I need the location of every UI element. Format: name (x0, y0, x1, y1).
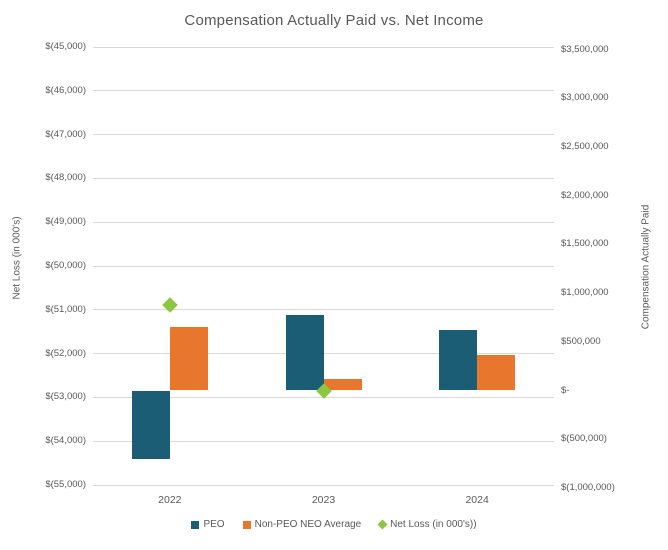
right-axis-tick-label: $1,000,000 (561, 287, 609, 299)
left-axis-tick-label: $(47,000) (45, 128, 86, 140)
right-axis-tick-label: $1,500,000 (561, 238, 609, 250)
legend-label: PEO (203, 519, 225, 530)
non-peo-neo-average-bar-2023 (323, 379, 362, 391)
left-axis-tick-label: $(51,000) (45, 303, 86, 315)
x-category-label-2024: 2024 (465, 494, 489, 506)
gridline (93, 46, 554, 48)
right-axis-tick-label: $(500,000) (561, 433, 607, 445)
gridline (93, 177, 554, 179)
chart-title: Compensation Actually Paid vs. Net Incom… (184, 12, 484, 29)
legend-swatch-non-peo-neo-average (242, 520, 251, 529)
left-axis-title: Net Loss (in 000's) (11, 216, 23, 300)
non-peo-neo-average-bar-2024 (477, 355, 516, 391)
legend-label: Non-PEO NEO Average (254, 519, 362, 530)
right-axis-tick-label: $2,000,000 (561, 189, 609, 201)
gridline (93, 134, 554, 136)
right-axis-tick-label: $2,500,000 (561, 141, 609, 152)
x-category-label-2022: 2022 (158, 494, 182, 506)
gridline (93, 221, 554, 223)
right-axis-tick-label: $(1,000,000) (561, 481, 615, 493)
legend: PEO Non-PEO NEO Average Net Loss (in 000's… (0, 519, 668, 530)
net-loss-marker-2022 (162, 297, 178, 314)
left-axis-tick-label: $(50,000) (45, 260, 86, 271)
peo-bar-2022 (131, 390, 170, 459)
peo-bar-2023 (285, 315, 324, 391)
left-axis-tick-label: $(52,000) (45, 347, 86, 359)
non-peo-neo-average-bar-2022 (169, 327, 208, 391)
left-axis-tick-label: $(55,000) (45, 479, 86, 490)
legend-item-non-peo-neo-average: Non-PEO NEO Average (242, 519, 362, 530)
right-axis-title: Compensation Actually Paid (640, 204, 652, 330)
plot-area: $(45,000) $(46,000) $(47,000) $(48,000) $(49… (45, 42, 615, 507)
left-axis-tick-label: $(45,000) (45, 41, 86, 52)
gridline (93, 90, 554, 92)
right-axis-tick-label: $500,000 (561, 335, 601, 347)
right-axis-tick-label: $3,000,000 (561, 92, 609, 104)
gridline (93, 265, 554, 267)
left-axis-tick-label: $(46,000) (45, 84, 86, 96)
left-axis-tick-label: $(54,000) (45, 435, 86, 447)
legend-swatch-net-loss-in-000-s (377, 519, 388, 530)
x-category-label-2023: 2023 (311, 494, 336, 506)
legend-item-peo: PEO (191, 519, 225, 530)
legend-swatch-peo (191, 520, 200, 529)
peo-bar-2024 (439, 330, 478, 391)
legend-label: Net Loss (in 000's)) (390, 519, 477, 530)
legend-item-net-loss-in-000-s: Net Loss (in 000's)) (377, 519, 477, 530)
left-axis-tick-label: $(48,000) (45, 172, 86, 184)
right-axis-tick-label: $3,500,000 (561, 43, 609, 55)
gridline (93, 353, 554, 355)
left-axis-tick-label: $(53,000) (45, 391, 86, 403)
right-axis-tick-label: $- (561, 384, 570, 396)
gridline (93, 309, 554, 311)
left-axis-tick-label: $(49,000) (45, 216, 86, 228)
gridline (93, 440, 554, 442)
gridline (93, 484, 554, 486)
